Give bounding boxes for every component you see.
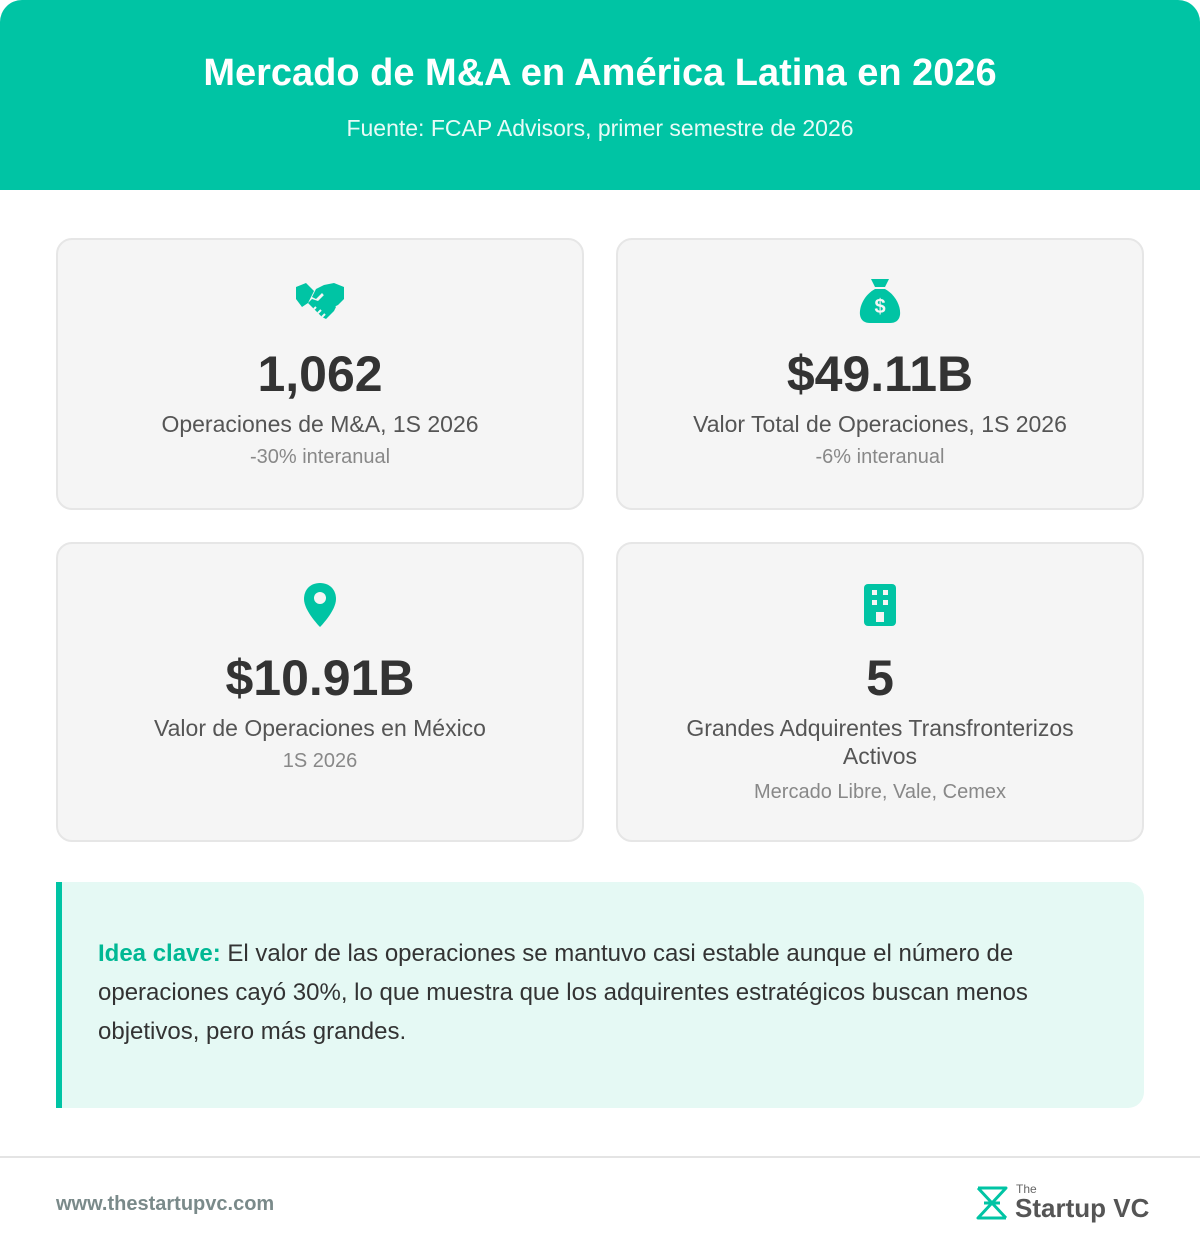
insight-text: El valor de las operaciones se mantuvo c… (98, 940, 1028, 1045)
stat-card-total-value: $ $49.11B Valor Total de Operaciones, 1S… (616, 238, 1144, 510)
mexico-period: 1S 2026 (282, 750, 358, 772)
page-subtitle: Fuente: FCAP Advisors, primer semestre d… (346, 115, 854, 141)
location-pin-icon (58, 580, 582, 630)
deals-count-change: -30% interanual (249, 446, 391, 468)
brand-name: Startup VC (1015, 1193, 1150, 1223)
acquirers-label: Grandes Adquirentes Transfronterizos Act… (686, 715, 1074, 769)
money-bag-icon: $ (618, 276, 1142, 326)
startupvc-logo-icon (976, 1186, 1008, 1220)
stat-card-mexico: $10.91B Valor de Operaciones en México 1… (56, 542, 584, 842)
acquirers-names: Mercado Libre, Vale, Cemex (754, 781, 1006, 803)
deals-count-value: 1,062 (257, 346, 383, 402)
footer-website-link[interactable]: www.thestartupvc.com (56, 1193, 275, 1215)
total-value-change: -6% interanual (815, 446, 945, 468)
page-title: Mercado de M&A en América Latina en 2026 (203, 52, 997, 94)
mexico-value: $10.91B (225, 650, 415, 706)
stat-card-deals: 1,062 Operaciones de M&A, 1S 2026 -30% i… (56, 238, 584, 510)
key-insight-box: Idea clave: El valor de las operaciones … (56, 882, 1144, 1108)
brand-small-text: The (1016, 1182, 1037, 1196)
svg-text:$: $ (874, 296, 885, 318)
brand-logo: The Startup VC (974, 1182, 1154, 1226)
acquirers-value: 5 (866, 650, 894, 706)
handshake-icon (58, 276, 582, 326)
footer-divider (0, 1156, 1200, 1158)
header-banner: Mercado de M&A en América Latina en 2026… (0, 0, 1200, 190)
deals-count-label: Operaciones de M&A, 1S 2026 (161, 411, 479, 437)
building-icon (618, 580, 1142, 630)
total-value-label: Valor Total de Operaciones, 1S 2026 (693, 411, 1067, 437)
stat-card-acquirers: 5 Grandes Adquirentes Transfronterizos A… (616, 542, 1144, 842)
total-value-value: $49.11B (786, 346, 974, 402)
insight-lead: Idea clave: (98, 940, 221, 967)
mexico-label: Valor de Operaciones en México (154, 715, 486, 741)
